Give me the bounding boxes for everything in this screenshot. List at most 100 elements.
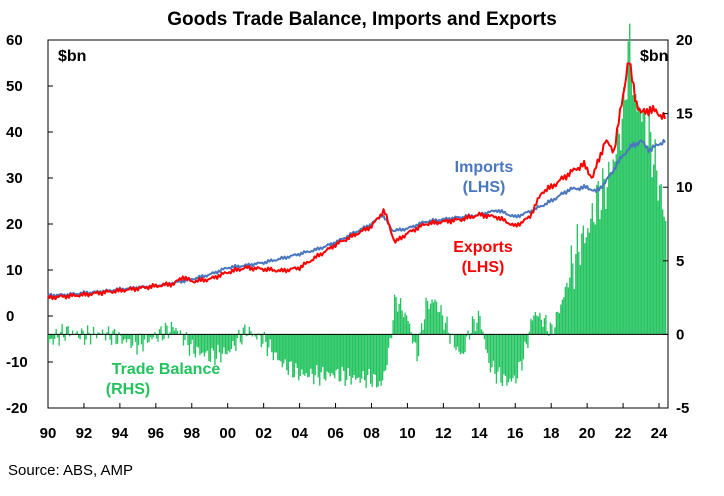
- trade-balance-bar: [98, 332, 101, 335]
- trade-balance-bar: [489, 334, 492, 373]
- trade-balance-bar: [390, 334, 393, 339]
- trade-balance-bar: [369, 334, 372, 384]
- trade-balance-bar: [136, 334, 138, 355]
- left-tick-label: 40: [6, 124, 23, 141]
- trade-balance-bar: [483, 334, 486, 340]
- right-tick-label: 0: [676, 326, 684, 343]
- trade-balance-bar: [419, 332, 421, 335]
- trade-balance-bar: [286, 334, 288, 371]
- trade-balance-bar: [423, 319, 426, 335]
- trade-balance-bar: [79, 334, 81, 340]
- exports-label: Exports: [453, 239, 513, 256]
- trade-balance-bar: [260, 334, 263, 348]
- trade-balance-bar: [187, 334, 189, 346]
- trade-balance-bar: [497, 334, 499, 372]
- x-axis: 90 92 94 96 98 00 02 04 06 08 10 12 14 16 18 20 22 24: [40, 403, 668, 442]
- trade-balance-bar: [112, 330, 114, 335]
- trade-balance-bar: [247, 334, 249, 336]
- left-axis: 60 50 40 30 20 10 0 -10 -20: [6, 32, 53, 417]
- trade-balance-bar: [271, 334, 273, 353]
- trade-balance-bar: [143, 334, 146, 340]
- trade-balance-bar: [471, 316, 474, 335]
- trade-balance-bar: [76, 330, 78, 335]
- trade-balance-bar: [624, 100, 626, 335]
- trade-balance-bar: [74, 333, 77, 335]
- trade-balance-bar: [266, 334, 268, 356]
- trade-balance-bar: [503, 334, 505, 375]
- trade-balance-bar: [190, 334, 192, 345]
- trade-balance-bar: [500, 334, 502, 383]
- right-tick-label: 10: [676, 179, 693, 196]
- trade-balance-bar: [374, 334, 376, 375]
- trade-balance-bar: [358, 334, 360, 378]
- trade-balance-bar: [635, 93, 637, 335]
- trade-balance-bar: [495, 334, 498, 384]
- trade-balance-bar: [597, 181, 599, 335]
- trade-balance-bar: [116, 334, 119, 344]
- exports-label-sub: (LHS): [462, 259, 505, 276]
- trade-balance-bar: [387, 334, 390, 348]
- x-tick-label: 02: [255, 425, 272, 442]
- trade-balance-bar: [444, 322, 447, 335]
- trade-balance-bar: [169, 332, 171, 335]
- trade-balance-bar: [486, 334, 489, 354]
- trade-balance-bar: [638, 106, 640, 335]
- trade-balance-bar: [440, 305, 442, 335]
- trade-balance-bar: [194, 334, 197, 358]
- trade-balance-bar: [522, 334, 525, 360]
- trade-balance-bar: [220, 334, 222, 363]
- trade-balance-bar: [581, 233, 583, 335]
- trade-balance-bar: [594, 224, 596, 335]
- exports-line: [47, 62, 666, 301]
- trade-balance-bar: [205, 334, 207, 353]
- trade-balance-bar: [425, 297, 427, 335]
- trade-balance-bar: [196, 334, 198, 347]
- trade-balance-bar: [596, 184, 598, 335]
- trade-balance-bar: [334, 334, 336, 379]
- trade-balance-bar: [155, 334, 158, 339]
- trade-balance-bar: [410, 332, 412, 335]
- trade-balance-bar: [134, 334, 137, 342]
- trade-balance-bar: [623, 87, 625, 335]
- trade-balance-bar: [217, 334, 219, 345]
- trade-balance-bar: [371, 334, 373, 387]
- trade-balance-bar: [422, 329, 424, 335]
- trade-balance-bar: [513, 334, 516, 376]
- trade-balance-bar: [579, 265, 581, 335]
- trade-balance-bar: [344, 334, 346, 386]
- trade-balance-bar: [653, 164, 655, 335]
- trade-balance-bar: [656, 170, 658, 335]
- trade-balance-bar: [494, 334, 496, 374]
- trade-balance-bar: [281, 334, 283, 368]
- trade-balance-bar: [248, 326, 251, 335]
- trade-balance-bar: [86, 325, 89, 335]
- trade-balance-bar: [449, 334, 451, 344]
- balance-label: Trade Balance: [112, 361, 221, 378]
- trade-balance-bar: [230, 334, 233, 349]
- trade-balance-bar: [518, 334, 520, 362]
- trade-balance-bar: [587, 228, 589, 335]
- trade-balance-bar: [322, 334, 324, 367]
- trade-balance-bar: [413, 334, 415, 342]
- trade-balance-bar: [48, 334, 50, 344]
- trade-balance-bar: [414, 334, 417, 343]
- trade-balance-bar: [377, 334, 379, 387]
- trade-balance-bar: [137, 334, 140, 346]
- trade-balance-bar: [227, 334, 230, 351]
- trade-balance-bar: [533, 315, 535, 335]
- trade-balance-bar: [576, 224, 578, 335]
- trade-balance-bar: [582, 225, 584, 335]
- x-tick-label: 04: [291, 425, 308, 442]
- trade-balance-bar: [299, 334, 301, 377]
- trade-balance-bar: [627, 41, 629, 335]
- trade-balance-bar: [438, 312, 441, 335]
- trade-balance-bar: [124, 334, 126, 339]
- trade-balance-bar: [119, 334, 122, 336]
- trade-balance-bar: [56, 334, 59, 338]
- trade-balance-bar: [65, 326, 68, 335]
- trade-balance-bar: [232, 334, 234, 341]
- trade-balance-bar: [128, 334, 131, 339]
- trade-balance-bar: [274, 334, 276, 353]
- trade-balance-bar: [542, 326, 544, 335]
- trade-balance-bar: [164, 322, 167, 335]
